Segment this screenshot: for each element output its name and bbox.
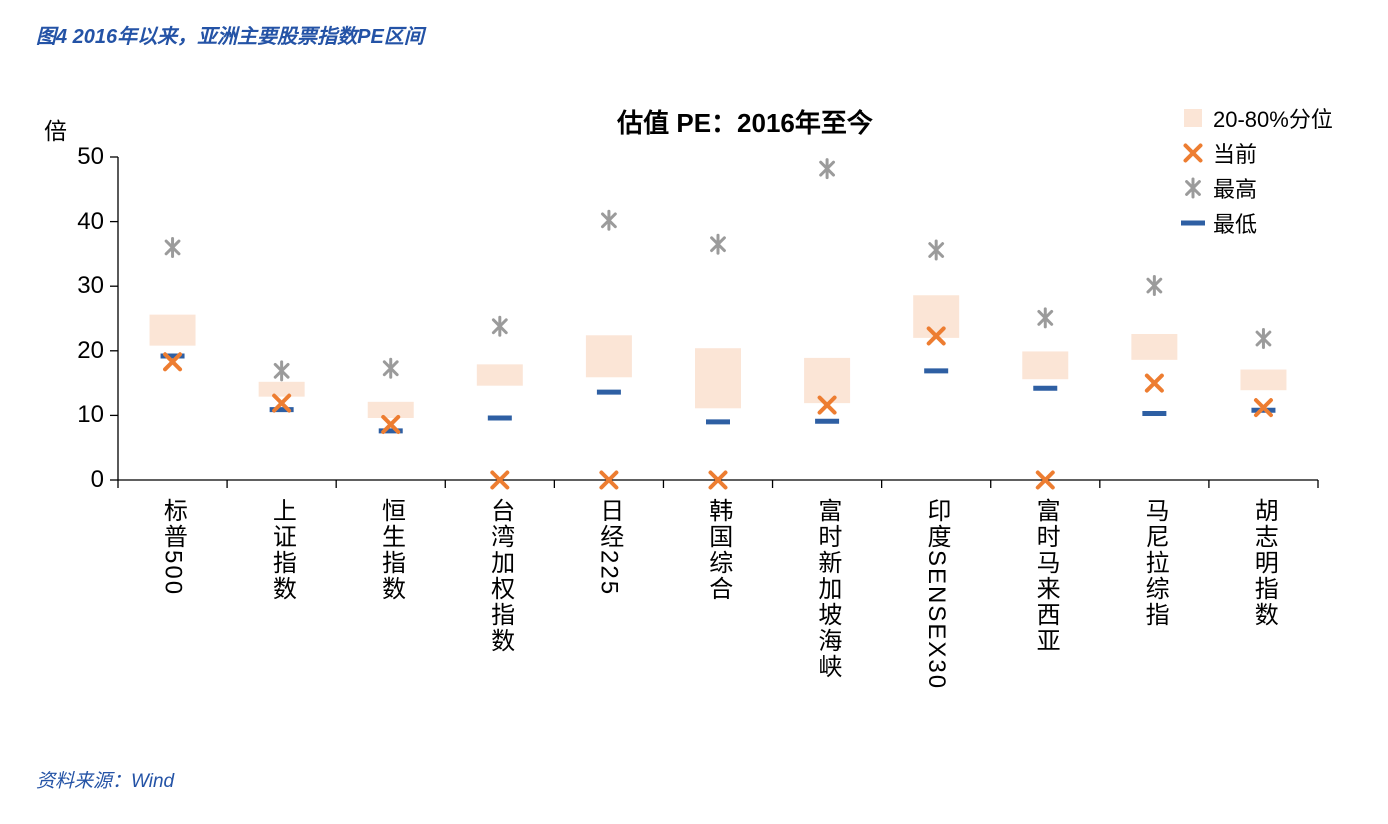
max-marker [1185,179,1201,196]
range-box [585,335,632,378]
category-label: 日经225 [595,498,623,597]
max-marker [601,212,617,229]
legend-label: 最高 [1213,176,1258,202]
legend-x-icon [1183,143,1203,162]
figure-title: 图4 2016年以来，亚洲主要股票指数PE区间 [36,26,424,48]
range-box [258,381,305,397]
legend-label: 20-80%分位 [1213,106,1333,132]
source-note: 资料来源：Wind [36,771,175,792]
chart-legend: 20-80%分位 当前最高最低 [1181,100,1333,240]
current-marker [1035,470,1055,490]
category-label: 印度SENSEX30 [922,498,950,691]
max-marker [1255,330,1272,347]
range-box [804,357,851,404]
y-tick-label: 40 [77,207,104,235]
current-marker [272,393,292,413]
legend-item: 最高 [1181,170,1333,205]
category-label: 马尼拉综指 [1141,498,1169,628]
legend-box-icon [1184,108,1202,127]
current-marker [1253,398,1273,418]
current-marker [599,470,619,490]
category-label: 台湾加权指数 [486,498,514,654]
current-marker [1183,143,1203,162]
range-box [149,314,196,346]
current-marker [926,326,946,346]
y-tick-label: 30 [77,272,104,300]
current-marker [1144,373,1164,393]
legend-dash-icon [1181,220,1205,225]
max-marker [1146,277,1163,294]
max-marker [819,160,835,177]
max-marker [1037,309,1054,326]
current-marker [490,470,510,490]
range-box [1240,369,1287,391]
max-marker [928,242,945,258]
max-marker [710,236,726,253]
current-marker [381,414,401,434]
range-box [1131,334,1178,360]
legend-label: 最低 [1213,211,1258,237]
category-label: 恒生指数 [377,498,405,602]
category-label: 富时马来西亚 [1032,498,1060,654]
category-label: 上证指数 [268,498,296,602]
current-marker [817,395,837,415]
range-box [367,401,414,418]
current-marker [708,470,728,490]
category-label: 标普500 [159,498,187,597]
max-marker [273,362,290,379]
y-tick-label: 20 [77,336,104,364]
legend-item: 当前 [1181,135,1333,170]
legend-label: 当前 [1213,141,1258,167]
y-tick-label: 0 [90,466,104,493]
max-marker [164,239,181,256]
category-label: 韩国综合 [704,498,732,602]
category-label: 胡志明指数 [1250,498,1278,628]
range-box [476,364,523,386]
y-axis-unit-label: 倍 [44,118,67,144]
range-box [695,348,741,409]
y-tick-label: 10 [77,401,104,429]
max-marker [382,360,399,377]
y-tick-label: 50 [77,143,104,170]
range-box [913,295,960,338]
legend-asterisk-icon [1185,177,1201,198]
legend-range-swatch [1184,108,1202,127]
max-marker [491,318,508,335]
legend-item: 20-80%分位 [1181,100,1333,135]
range-box [1022,351,1069,380]
category-label: 富时新加坡海峡 [813,498,841,680]
legend-item: 最低 [1181,205,1333,240]
current-marker [163,352,183,372]
chart-title: 估值 PE：2016年至今 [617,108,873,138]
